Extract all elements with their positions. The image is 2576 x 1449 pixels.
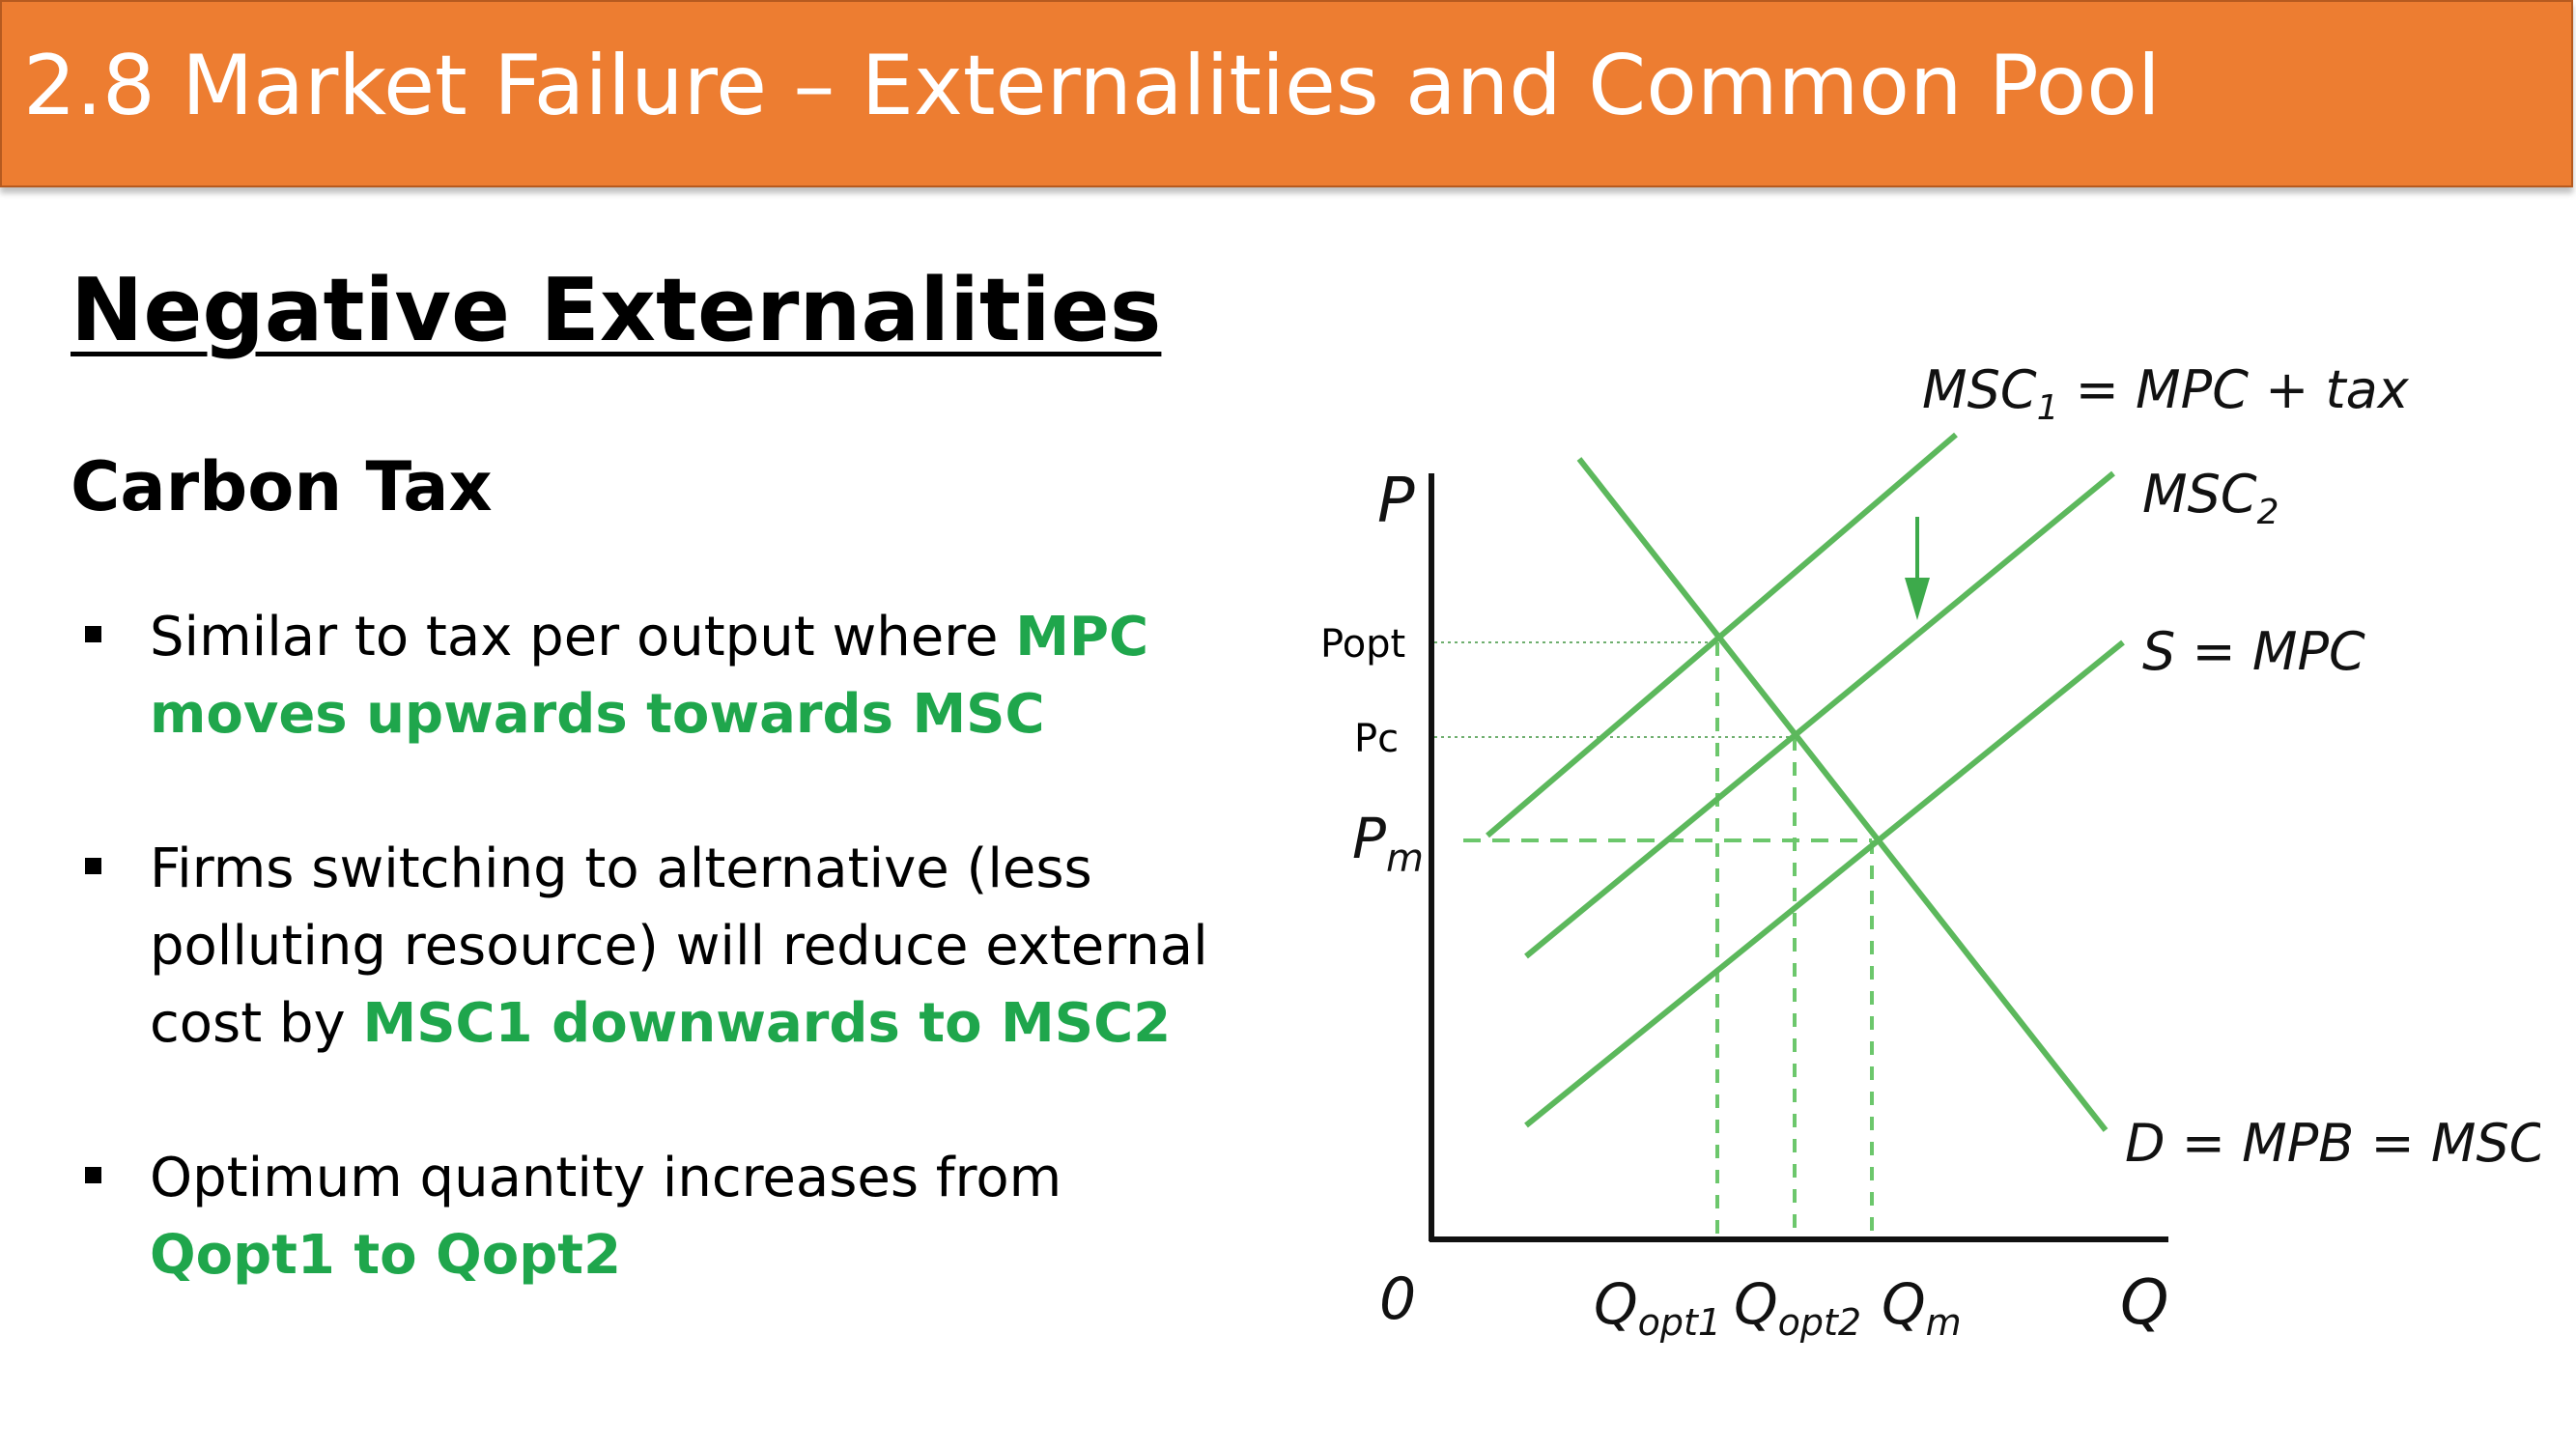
- bullet-plain-text: Optimum quantity increases from: [150, 1147, 1062, 1209]
- bullet-text: Firms switching to alternative (less pol…: [150, 831, 1238, 1063]
- bullet-text: Optimum quantity increases from Qopt1 to…: [150, 1140, 1238, 1294]
- x-axis-label: Q: [2120, 1267, 2168, 1339]
- section-subheading: Carbon Tax: [71, 447, 493, 526]
- demand-curve: [1576, 457, 2109, 1132]
- section-heading: Negative Externalities: [71, 260, 1162, 361]
- demand-label: D = MPB = MSC: [2125, 1113, 2540, 1174]
- qm-label: Qm: [1882, 1271, 1962, 1344]
- msc1-label: MSC1 = MPC + tax: [1922, 359, 2410, 428]
- shift-arrow-icon: [1905, 578, 1930, 620]
- bullet-square-icon: [85, 626, 101, 642]
- bullet-plain-text: Similar to tax per output where: [150, 606, 1016, 668]
- bullet-plain-text: Firms switching to alternative (less pol…: [150, 838, 1208, 1055]
- popt-label: Popt: [1320, 622, 1405, 667]
- qm-label-sub: m: [1926, 1301, 1962, 1344]
- qopt1-label: Qopt1: [1594, 1271, 1721, 1344]
- supply-label: S = MPC: [2142, 621, 2365, 682]
- bullet-highlight-text: Qopt1 to Qopt2: [150, 1224, 622, 1287]
- supply-curve: [1524, 639, 2125, 1128]
- qopt2-label-main: Q: [1734, 1271, 1778, 1337]
- msc2-label-main: MSC: [2142, 464, 2257, 525]
- pm-label-sub: m: [1386, 837, 1424, 881]
- slide-title: 2.8 Market Failure – Externalities and C…: [23, 38, 2161, 134]
- qopt2-label-sub: opt2: [1778, 1301, 1861, 1344]
- origin-label: 0: [1379, 1265, 1416, 1333]
- pm-label: Pm: [1352, 806, 1424, 881]
- msc2-label: MSC2: [2142, 464, 2279, 532]
- bullet-square-icon: [85, 858, 101, 874]
- title-bar: 2.8 Market Failure – Externalities and C…: [0, 0, 2573, 187]
- qopt1-label-sub: opt1: [1638, 1301, 1721, 1344]
- msc2-label-sub: 2: [2257, 493, 2279, 532]
- bullet-highlight-text: MPC moves upwards towards MSC: [150, 606, 1149, 746]
- msc1-label-main: MSC: [1922, 359, 2037, 420]
- bullet-item: Optimum quantity increases from Qopt1 to…: [79, 1140, 1238, 1294]
- qm-label-main: Q: [1882, 1271, 1926, 1337]
- pm-label-main: P: [1352, 806, 1386, 871]
- bullet-highlight-text: MSC1 downwards to MSC2: [362, 992, 1172, 1055]
- y-axis-label: P: [1377, 466, 1415, 537]
- bullet-square-icon: [85, 1167, 101, 1183]
- bullet-item: Firms switching to alternative (less pol…: [79, 831, 1238, 1063]
- externality-diagram: P Q 0 Popt Pc Pm Qopt1 Qopt2 Qm MSC1 = M…: [1320, 359, 2540, 1344]
- msc1-label-rest: = MPC + tax: [2058, 359, 2409, 420]
- qopt2-label: Qopt2: [1734, 1271, 1861, 1344]
- msc1-label-sub: 1: [2037, 388, 2059, 428]
- msc1-curve: [1486, 432, 1958, 838]
- msc2-curve: [1524, 470, 2115, 959]
- bullet-text: Similar to tax per output where MPC move…: [150, 599, 1238, 753]
- pc-label: Pc: [1354, 717, 1399, 761]
- qopt1-label-main: Q: [1594, 1271, 1638, 1337]
- bullet-item: Similar to tax per output where MPC move…: [79, 599, 1238, 753]
